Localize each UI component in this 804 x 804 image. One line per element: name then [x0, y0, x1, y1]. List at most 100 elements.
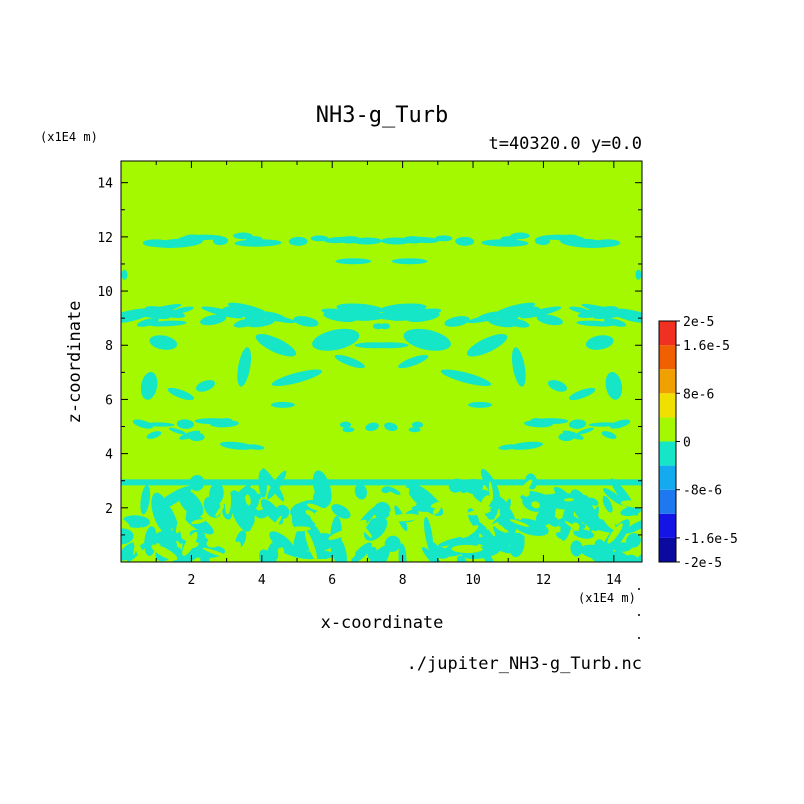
colorbar-tick-label: -8e-6: [683, 484, 722, 499]
anomaly-patch: [280, 547, 317, 560]
anomaly-patch: [140, 372, 158, 400]
anomaly-patch: [570, 540, 583, 557]
background-swirl: [175, 510, 187, 534]
background-swirl: [309, 513, 321, 526]
anomaly-patch: [437, 536, 466, 547]
anomaly-patch: [179, 430, 201, 440]
anomaly-patch: [577, 306, 619, 318]
background-swirl: [494, 523, 506, 532]
colorbar-tick-label: 2e-5: [683, 315, 714, 330]
anomaly-patch: [146, 431, 162, 439]
background-swirl: [133, 526, 142, 556]
background-swirl: [518, 509, 524, 521]
anomaly-patch: [132, 419, 154, 429]
anomaly-patch: [233, 232, 253, 240]
anomaly-patch: [434, 235, 453, 242]
anomaly-patch: [237, 347, 252, 387]
background-swirl: [151, 544, 178, 561]
y-unit-label: (x1E4 m): [40, 130, 98, 144]
background-swirl: [304, 530, 318, 561]
background-swirl: [289, 526, 311, 532]
anomaly-patch: [384, 535, 401, 552]
anomaly-patch: [603, 488, 625, 506]
x-tick-label: 4: [258, 573, 266, 588]
background-swirl: [347, 552, 356, 560]
anomaly-patch: [440, 369, 492, 387]
anomaly-patch: [144, 306, 186, 318]
background-swirl: [360, 523, 373, 538]
anomaly-patch: [269, 531, 295, 554]
anomaly-patch: [335, 258, 372, 265]
anomaly-patch: [612, 542, 633, 552]
y-tick-label: 6: [105, 393, 113, 408]
background-swirl: [367, 494, 377, 504]
anomaly-patch: [176, 419, 195, 429]
anomaly-patch: [624, 518, 642, 534]
background-swirl: [521, 487, 530, 497]
anomaly-patch: [381, 237, 411, 245]
background-swirl: [191, 519, 206, 525]
anomaly-patch: [288, 236, 308, 246]
anomaly-patch: [569, 306, 591, 314]
anomaly-patch: [121, 542, 139, 561]
anomaly-patch: [613, 550, 635, 562]
anomaly-patch: [510, 232, 530, 240]
anomaly-patch: [556, 516, 577, 523]
anomaly-patch: [558, 236, 585, 243]
anomaly-patch: [151, 535, 165, 543]
anomaly-patch: [620, 506, 642, 517]
background-swirl: [413, 540, 422, 547]
x-unit-label: (x1E4 m): [578, 591, 636, 605]
anomaly-patch: [398, 354, 429, 369]
anomaly-patch: [225, 484, 251, 513]
anomaly-patch: [293, 503, 304, 514]
background-swirl: [278, 547, 285, 557]
y-tick-label: 10: [97, 285, 113, 300]
background-swirl: [401, 487, 410, 501]
background-swirl: [563, 498, 575, 502]
anomaly-patch: [536, 314, 563, 326]
anomaly-patch: [484, 511, 495, 520]
x-tick-label: 8: [399, 573, 407, 588]
anomaly-patch: [339, 421, 352, 428]
anomaly-patch: [140, 484, 151, 515]
colorbar-swatch: [659, 417, 676, 442]
anomaly-patch: [380, 323, 391, 330]
background-swirl: [230, 541, 241, 555]
background-swirl: [481, 495, 492, 508]
anomaly-patch: [384, 422, 398, 432]
background-swirl: [482, 513, 496, 537]
background-swirl: [224, 490, 232, 515]
anomaly-patch: [609, 419, 631, 429]
anomaly-patch: [601, 431, 617, 439]
anomaly-patch: [367, 545, 390, 562]
anomaly-patch: [334, 354, 365, 369]
anomaly-patch: [219, 441, 254, 450]
x-tick-label: 14: [606, 573, 622, 588]
anomaly-patch: [558, 432, 574, 442]
anomaly-patch: [167, 387, 195, 401]
anomaly-patch: [121, 528, 134, 545]
anomaly-patch: [498, 444, 518, 450]
anomaly-patch: [555, 532, 566, 540]
x-tick-label: 10: [465, 573, 481, 588]
anomaly-patch: [481, 239, 529, 247]
anomaly-patch: [310, 235, 329, 242]
anomaly-patch: [168, 427, 186, 435]
anomaly-band: [121, 479, 642, 486]
anomaly-patch: [331, 504, 351, 519]
background-swirl: [620, 500, 642, 508]
anomaly-patch: [495, 302, 536, 316]
anomaly-patch: [209, 482, 224, 505]
anomaly-patch: [323, 236, 354, 244]
anomaly-patch: [138, 312, 170, 320]
anomaly-patch: [136, 318, 159, 327]
background-swirl: [225, 531, 235, 548]
colorbar-tick-label: -1.6e-5: [683, 532, 738, 547]
anomaly-patch: [321, 308, 373, 321]
chart-title: NH3-g_Turb: [316, 103, 448, 128]
anomaly-patch: [218, 418, 233, 425]
x-tick-label: 12: [536, 573, 552, 588]
background-swirl: [451, 544, 483, 553]
anomaly-patch: [562, 430, 584, 440]
